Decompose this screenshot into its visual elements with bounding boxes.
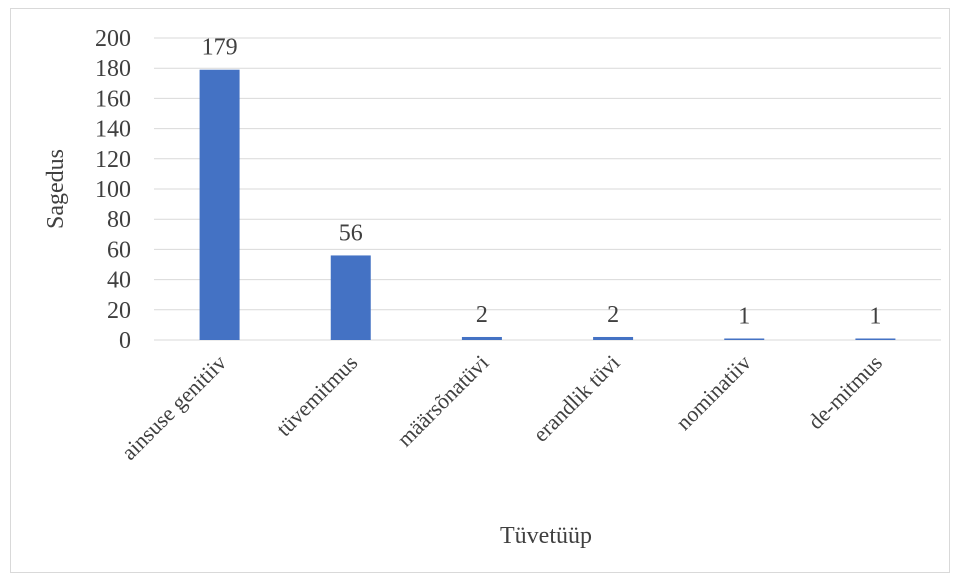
x-category-label: ainsuse genitiiv (116, 350, 231, 465)
x-category-label: erandlik tüvi (528, 350, 625, 447)
data-label: 2 (476, 302, 488, 328)
chart-area: 0 20 40 60 80 100 120 140 160 180 200 179 56 2 2 1 1 ai… (10, 8, 950, 573)
y-tick-label: 60 (107, 237, 131, 263)
bar (199, 69, 240, 341)
data-label: 56 (339, 220, 363, 246)
data-label: 1 (869, 303, 881, 329)
y-tick-label: 20 (107, 298, 131, 324)
bar (724, 338, 765, 340)
x-axis-title: Tüvetüüp (500, 523, 592, 549)
y-tick-label: 140 (95, 117, 131, 143)
bars (199, 69, 896, 341)
x-axis-categories: ainsuse genitiiv tüvemitmus määrsõnatüvi er… (116, 350, 887, 465)
y-tick-label: 120 (95, 147, 131, 173)
y-axis-ticks: 0 20 40 60 80 100 120 140 160 180 200 (95, 26, 131, 354)
gridlines (154, 37, 941, 341)
data-label: 179 (202, 35, 238, 61)
y-axis-title: Sagedus (43, 149, 69, 229)
data-label: 1 (738, 303, 750, 329)
x-category-label: nominatiiv (671, 350, 756, 435)
bar (461, 336, 502, 340)
y-tick-label: 40 (107, 268, 131, 294)
y-tick-label: 180 (95, 56, 131, 82)
x-category-label: de-mitmus (803, 350, 887, 434)
data-label: 2 (607, 302, 619, 328)
bar (855, 338, 896, 340)
data-labels: 179 56 2 2 1 1 (202, 35, 882, 330)
bar (330, 255, 371, 340)
y-tick-label: 200 (95, 26, 131, 52)
y-tick-label: 100 (95, 177, 131, 203)
bar-chart: 0 20 40 60 80 100 120 140 160 180 200 179 56 2 2 1 1 ai… (43, 26, 941, 549)
x-category-label: määrsõnatüvi (392, 350, 493, 451)
y-tick-label: 160 (95, 86, 131, 112)
bar (593, 336, 634, 340)
y-tick-label: 80 (107, 207, 131, 233)
y-tick-label: 0 (119, 328, 131, 354)
x-category-label: tüvemitmus (271, 350, 362, 441)
